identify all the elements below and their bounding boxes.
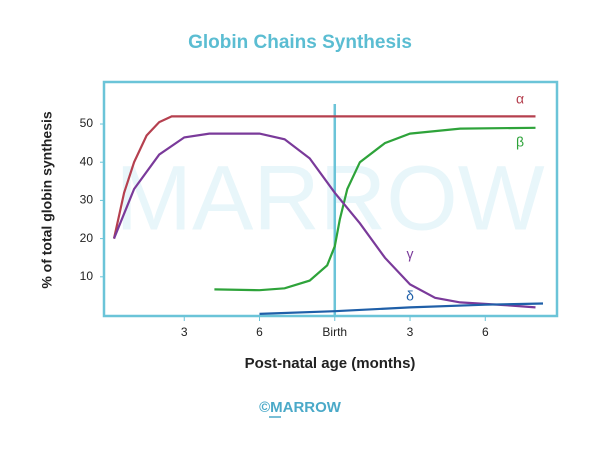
x-tick-label: 3	[407, 325, 414, 339]
x-tick-label: Birth	[322, 325, 347, 339]
series-line	[112, 132, 536, 309]
footer: ©MARROW	[259, 399, 342, 416]
x-tick-label: 3	[181, 325, 188, 339]
series-line	[259, 302, 544, 315]
series-label: α	[516, 91, 524, 107]
y-tick-label: 30	[80, 193, 94, 207]
y-tick-label: 20	[80, 231, 94, 245]
y-tick-label: 40	[80, 154, 94, 168]
series-line	[112, 115, 536, 239]
series-label: δ	[406, 288, 414, 304]
series-label: β	[516, 134, 524, 150]
plot-frame	[102, 80, 559, 318]
y-axis-title: % of total globin synthesis	[39, 111, 55, 289]
y-tick-label: 10	[80, 269, 94, 283]
watermark: MARROW	[115, 147, 544, 249]
series-line	[214, 126, 536, 292]
series-label: γ	[407, 246, 414, 262]
chart-title: Globin Chains Synthesis	[188, 32, 412, 53]
x-axis-title: Post-natal age (months)	[245, 355, 416, 372]
x-tick-label: 6	[482, 325, 489, 339]
y-tick-label: 50	[80, 116, 94, 130]
x-tick-label: 6	[256, 325, 263, 339]
